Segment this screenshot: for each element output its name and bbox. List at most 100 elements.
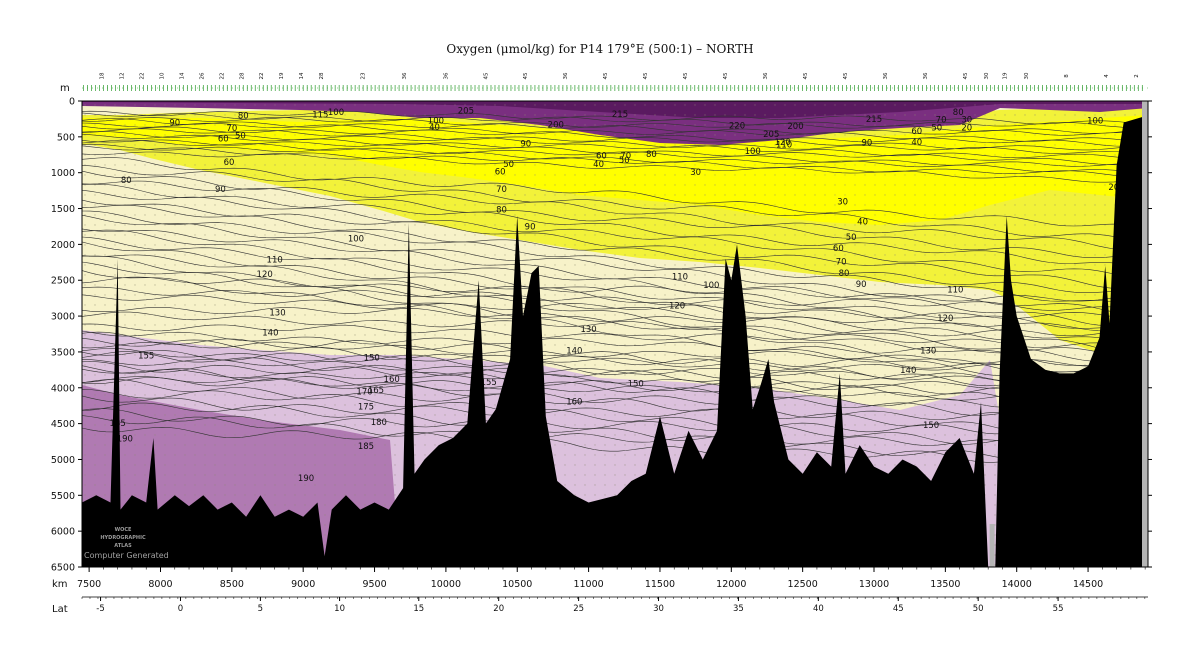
contour-line (82, 183, 1147, 270)
watermark-line: HYDROGRAPHIC (100, 535, 146, 541)
station-label: 36 (563, 72, 569, 79)
station-label: 28 (239, 72, 245, 79)
station-label: 4 (1104, 74, 1110, 78)
station-label: 45 (723, 72, 729, 79)
contour-label: 110 (672, 273, 688, 283)
contour-label: 40 (593, 160, 604, 170)
contour-label: 50 (619, 156, 630, 166)
station-label: 26 (199, 72, 205, 79)
y-tick-label: 5500 (51, 491, 75, 502)
contour-label: 100 (328, 108, 344, 118)
contour-label: 130 (580, 325, 596, 335)
contour-label: 50 (846, 233, 857, 243)
x-tick-label: 10000 (431, 579, 461, 590)
x-tick-label: 7500 (77, 579, 101, 590)
lat-tick-label: 40 (813, 604, 824, 614)
contour-line (82, 157, 1147, 228)
contour-label: 60 (218, 134, 229, 144)
contour-lines (82, 110, 1147, 471)
station-label: 14 (179, 72, 185, 79)
contour-line (82, 323, 1147, 349)
station-label: 36 (883, 72, 889, 79)
lat-tick-label: -5 (96, 604, 104, 614)
contour-label: 90 (169, 119, 180, 129)
bathymetry (82, 101, 1148, 567)
x-tick-label: 13000 (859, 579, 889, 590)
x-tick-label: 12500 (788, 579, 818, 590)
x-tick-label: 10500 (502, 579, 532, 590)
contour-line (82, 214, 1147, 317)
contour-label: 80 (839, 269, 850, 279)
lat-tick-label: 10 (334, 604, 345, 614)
contour-label: 70 (226, 124, 237, 134)
contour-line (82, 210, 1147, 310)
distance-unit-label: km (52, 579, 68, 590)
lat-tick-label: 5 (258, 604, 263, 614)
x-tick-label: 12000 (716, 579, 746, 590)
contour-label: 160 (384, 375, 400, 385)
y-tick-label: 0 (69, 97, 75, 108)
contour-line (82, 376, 1147, 402)
lat-label: Lat (52, 604, 68, 615)
x-tick-label: 8500 (220, 579, 244, 590)
x-tick-label: 9000 (291, 579, 315, 590)
contour-line (82, 350, 1147, 395)
contour-label: 90 (861, 139, 872, 149)
contour-label: 185 (358, 442, 374, 452)
x-tick-label: 8000 (148, 579, 172, 590)
station-label: 45 (843, 72, 849, 79)
station-label: 36 (443, 72, 449, 79)
contour-label: 140 (900, 366, 916, 376)
station-label: 45 (683, 72, 689, 79)
contour-line (82, 151, 1147, 183)
contour-label: 60 (224, 158, 235, 168)
seafloor (82, 115, 1148, 567)
contour-line (82, 361, 1147, 408)
contour-line (82, 389, 1147, 435)
contour-label: 30 (690, 168, 701, 178)
contour-line (82, 236, 1147, 348)
station-label: 22 (219, 73, 225, 80)
contour-line (82, 286, 1147, 312)
contour-label: 70 (620, 151, 631, 161)
lat-tick-label: 20 (493, 604, 504, 614)
station-label: 19 (1003, 72, 1009, 79)
contour-label: 155 (481, 378, 497, 388)
contour-line (82, 122, 1147, 142)
contour-line (82, 348, 1147, 373)
contour-label: 70 (936, 116, 947, 126)
contour-label: 190 (298, 474, 314, 484)
station-label: 45 (643, 72, 649, 79)
contour-line (82, 368, 1147, 394)
contour-label: 60 (495, 167, 506, 177)
contour-label: 165 (368, 386, 384, 396)
contour-label: 120 (775, 138, 791, 148)
station-label: 45 (483, 72, 489, 79)
lat-tick-label: 0 (178, 604, 183, 614)
contour-line (82, 143, 1147, 174)
contour-line (82, 128, 1147, 151)
x-tick-label: 14000 (1002, 579, 1032, 590)
lat-tick-label: 30 (653, 604, 664, 614)
contour-label: 120 (257, 270, 273, 280)
station-label: 8 (1064, 74, 1070, 78)
contour-label: 150 (628, 379, 644, 389)
contour-line (82, 180, 1147, 258)
contour-label: 100 (745, 147, 761, 157)
contour-label: 40 (857, 217, 868, 227)
contour-label: 180 (371, 418, 387, 428)
contour-label: 20 (1108, 183, 1119, 193)
contour-line (82, 408, 1147, 454)
contour-label: 100 (348, 235, 364, 245)
station-label: 10 (159, 72, 165, 79)
contour-line (82, 112, 1147, 128)
contour-label: 175 (358, 402, 374, 412)
lat-tick-label: 50 (973, 604, 984, 614)
contour-label: 50 (235, 131, 246, 141)
contour-line (82, 139, 1147, 167)
chart-title: Oxygen (μmol/kg) for P14 179°E (500:1) –… (446, 42, 754, 56)
lat-tick-label: 15 (413, 604, 424, 614)
contour-label: 60 (596, 151, 607, 161)
contour-label: 200 (787, 122, 803, 132)
